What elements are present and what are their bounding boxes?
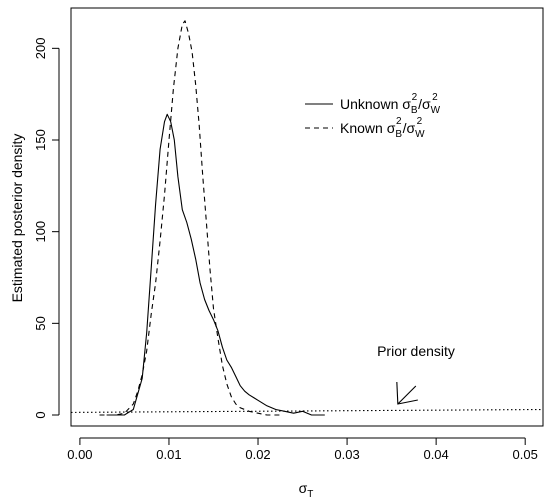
y-tick-label: 200	[33, 37, 48, 59]
x-axis-title: σT	[299, 480, 314, 499]
y-tick-label: 100	[33, 221, 48, 243]
x-tick-label: 0.01	[156, 447, 181, 462]
legend-label: Unknown σB2/σW2	[340, 92, 441, 116]
series-line-unknown	[106, 113, 325, 416]
series-layer	[70, 20, 544, 416]
legend-part-sup2: 2	[417, 116, 423, 127]
plot-frame	[70, 7, 544, 427]
x-tick-label: 0.00	[67, 447, 92, 462]
x-tick-label: 0.02	[245, 447, 270, 462]
legend-label: Known σB2/σW2	[340, 116, 425, 140]
prior-density-line	[70, 408, 544, 413]
annotations: Prior density	[377, 343, 455, 405]
legend-part-sub1: B	[395, 129, 402, 140]
x-tick-label: 0.05	[513, 447, 538, 462]
legend-part-sup2: 2	[432, 92, 438, 103]
annotation-arrow-head	[396, 381, 418, 405]
legend-part-sub2: W	[415, 129, 425, 140]
legend-part-s1: σ	[402, 96, 411, 112]
annotation-arrow-shaft	[397, 385, 417, 405]
legend-part-sup1: 2	[396, 116, 402, 127]
legend-part-sub2: W	[431, 105, 441, 116]
legend-part-slash: /	[403, 120, 407, 136]
legend-part-prefix: Known	[340, 120, 387, 136]
legend-part-s2: σ	[406, 120, 415, 136]
legend-part-s2: σ	[422, 96, 431, 112]
annotation-label: Prior density	[377, 343, 455, 359]
x-tick-label: 0.03	[334, 447, 359, 462]
y-tick-label: 0	[33, 411, 48, 418]
legend-part-sub1: B	[411, 105, 418, 116]
x-tick-label: 0.04	[423, 447, 448, 462]
legend-part-slash: /	[418, 96, 422, 112]
legend-part-prefix: Unknown	[340, 96, 402, 112]
y-axis-title: Estimated posterior density	[9, 134, 25, 303]
legend-part-s1: σ	[387, 120, 396, 136]
y-tick-label: 50	[33, 316, 48, 330]
y-tick-label: 150	[33, 129, 48, 151]
series-line-known	[99, 20, 281, 416]
axes: 0.00 0.01 0.02 0.03 0.04 0.05 0 50 100 150 200	[33, 37, 538, 462]
legend-part-sup1: 2	[412, 92, 418, 103]
